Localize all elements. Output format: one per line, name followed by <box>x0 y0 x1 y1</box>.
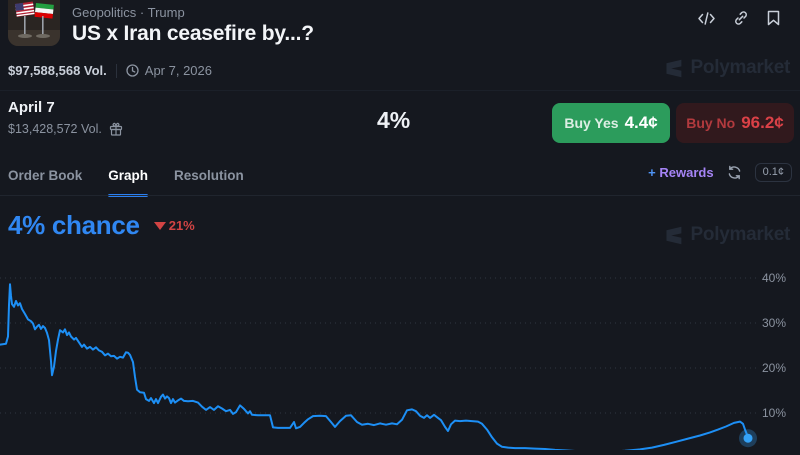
tab-graph[interactable]: Graph <box>108 160 148 197</box>
y-axis-tick-label: 30% <box>762 316 787 330</box>
market-volume: $97,588,568 Vol. <box>8 63 107 78</box>
divider <box>0 195 800 196</box>
y-axis-tick-label: 10% <box>762 406 787 420</box>
buy-yes-button[interactable]: Buy Yes 4.4¢ <box>552 103 670 143</box>
polymarket-watermark: Polymarket <box>663 224 790 246</box>
rewards-link[interactable]: + Rewards <box>648 165 714 180</box>
price-change-value: 21% <box>168 218 195 233</box>
price-chart[interactable]: 40% 30% 20% 10% <box>0 255 800 453</box>
breadcrumb[interactable]: Geopolitics · Trump <box>72 5 185 20</box>
copy-link-icon[interactable] <box>733 10 749 26</box>
refresh-icon[interactable] <box>727 165 742 180</box>
y-axis-tick-label: 40% <box>762 271 787 285</box>
clock-icon <box>126 64 139 77</box>
market-thumbnail[interactable] <box>8 0 60 46</box>
chance-label: 4% chance <box>8 210 140 240</box>
end-date: Apr 7, 2026 <box>126 63 212 78</box>
price-change-indicator: 21% <box>153 218 195 233</box>
outcome-name: April 7 <box>8 99 55 116</box>
polymarket-logo-icon <box>666 226 681 244</box>
arrow-down-icon <box>153 221 166 230</box>
embed-code-icon[interactable] <box>698 11 715 26</box>
tab-order-book[interactable]: Order Book <box>8 168 83 183</box>
bookmark-icon[interactable] <box>767 10 780 26</box>
divider <box>0 90 800 91</box>
divider <box>115 63 117 78</box>
gift-icon[interactable] <box>109 122 123 136</box>
tab-resolution[interactable]: Resolution <box>174 168 244 183</box>
spread-fee-badge[interactable]: 0.1¢ <box>754 163 792 182</box>
us-iran-flags-image <box>8 0 60 46</box>
tab-bar: Order Book Graph Resolution <box>8 160 244 197</box>
outcome-volume: $13,428,572 Vol. <box>8 122 123 136</box>
polymarket-watermark: Polymarket <box>663 57 790 79</box>
y-axis-tick-label: 20% <box>762 361 787 375</box>
current-chance-value: 4% <box>377 107 411 133</box>
price-chart-svg <box>0 277 757 453</box>
buy-no-button[interactable]: Buy No 96.2¢ <box>676 103 794 143</box>
page-title: US x Iran ceasefire by...? <box>72 22 314 45</box>
polymarket-logo-icon <box>666 59 681 77</box>
